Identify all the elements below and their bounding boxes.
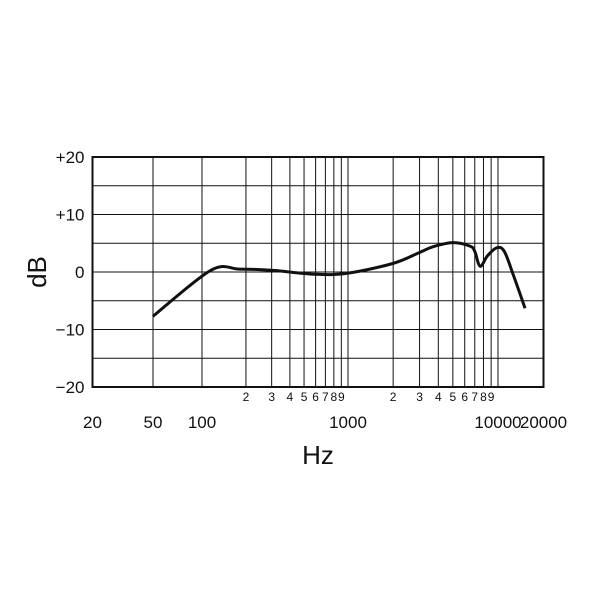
x-tick-label: 100 — [188, 413, 216, 432]
x-minor-tick-label: 7 — [471, 390, 478, 404]
y-tick-label: −20 — [56, 378, 85, 397]
x-minor-tick-label: 5 — [301, 390, 308, 404]
x-minor-tick-label: 9 — [488, 390, 495, 404]
x-minor-tick-label: 5 — [450, 390, 457, 404]
y-tick-label: −10 — [56, 321, 85, 340]
y-tick-label: +10 — [56, 206, 85, 225]
x-minor-tick-label: 8 — [331, 390, 338, 404]
x-tick-label: 50 — [144, 413, 163, 432]
x-tick-label: 1000 — [329, 413, 367, 432]
x-minor-tick-label: 2 — [243, 390, 250, 404]
response-curve — [152, 241, 527, 318]
y-tick-label: +20 — [56, 148, 85, 167]
x-minor-tick-label: 8 — [480, 390, 487, 404]
x-minor-tick-label: 3 — [268, 390, 275, 404]
x-axis-label: Hz — [302, 440, 334, 470]
x-minor-tick-label: 3 — [416, 390, 423, 404]
x-tick-label: 10000 — [474, 413, 521, 432]
x-minor-tick-label: 4 — [435, 390, 442, 404]
x-minor-tick-label: 4 — [287, 390, 294, 404]
x-minor-tick-label: 9 — [338, 390, 345, 404]
x-minor-tick-label: 2 — [390, 390, 397, 404]
y-tick-label: 0 — [75, 263, 84, 282]
x-minor-tick-label: 7 — [322, 390, 329, 404]
y-axis-label: dB — [22, 256, 52, 288]
curve — [152, 241, 527, 318]
x-minor-tick-label: 6 — [312, 390, 319, 404]
x-tick-label: 20000 — [520, 413, 567, 432]
x-tick-label: 20 — [83, 413, 102, 432]
grid — [91, 156, 545, 388]
x-minor-tick-label: 6 — [461, 390, 468, 404]
